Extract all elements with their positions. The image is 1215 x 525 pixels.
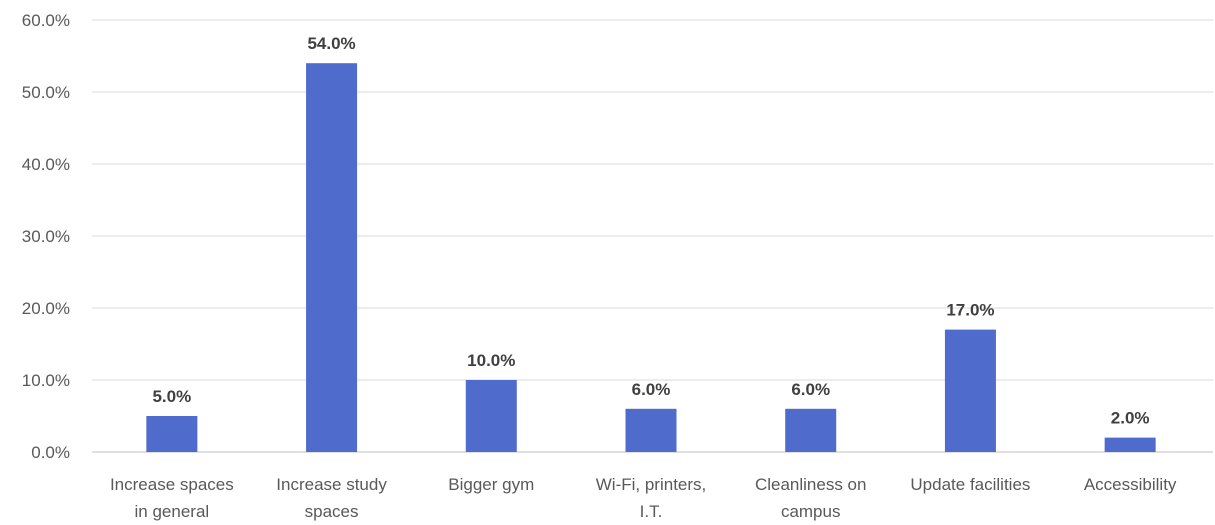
bars [146, 63, 1156, 452]
bar [465, 380, 517, 452]
category-label: Increase study spaces [276, 475, 387, 521]
data-labels: 5.0% 54.0% 10.0% 6.0% 6.0% 17.0% 2.0% [152, 34, 1149, 427]
bar [1104, 437, 1156, 452]
category-label: Increase spaces in general [110, 475, 234, 521]
data-label: 6.0% [632, 380, 671, 399]
category-label: Update facilities [910, 475, 1030, 494]
gridlines [92, 19, 1213, 453]
data-label: 10.0% [467, 351, 515, 370]
y-tick-label: 60.0% [22, 11, 70, 30]
y-tick-label: 0.0% [31, 443, 70, 462]
y-tick-label: 50.0% [22, 83, 70, 102]
y-tick-label: 20.0% [22, 299, 70, 318]
data-label: 6.0% [791, 380, 830, 399]
data-label: 2.0% [1111, 409, 1150, 428]
y-tick-label: 30.0% [22, 227, 70, 246]
bar [625, 408, 677, 452]
bar [306, 63, 358, 452]
category-label: Bigger gym [448, 475, 534, 494]
bar [785, 408, 837, 452]
data-label: 5.0% [152, 387, 191, 406]
y-tick-label: 10.0% [22, 371, 70, 390]
bar [146, 416, 198, 452]
data-label: 17.0% [946, 301, 994, 320]
category-label: Accessibility [1084, 475, 1177, 494]
data-label: 54.0% [307, 34, 355, 53]
bar [944, 329, 996, 452]
y-axis-tick-labels: 0.0% 10.0% 20.0% 30.0% 40.0% 50.0% 60.0% [22, 11, 70, 462]
y-tick-label: 40.0% [22, 155, 70, 174]
category-label: Wi-Fi, printers, I.T. [596, 475, 707, 521]
category-label: Cleanliness on campus [755, 475, 867, 521]
x-axis-category-labels: Increase spaces in general Increase study s… [110, 475, 1177, 521]
